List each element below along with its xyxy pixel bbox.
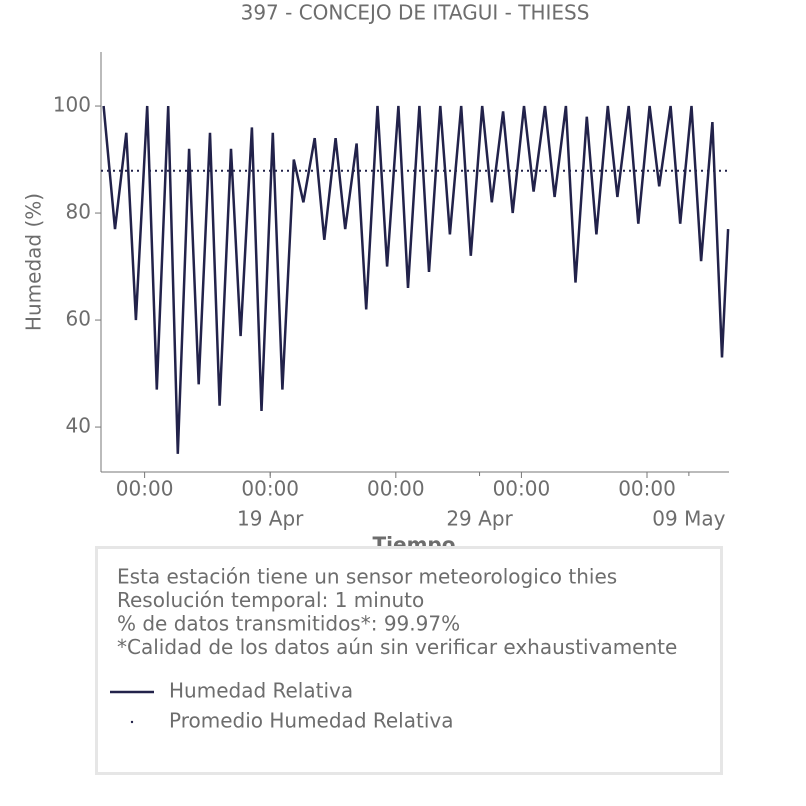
y-tick-label: 80	[66, 200, 91, 224]
x-tick-label-date: 19 Apr	[237, 507, 304, 531]
x-tick-label: 00:00	[618, 477, 676, 501]
y-tick-label: 60	[66, 307, 91, 331]
y-axis-label: Humedad (%)	[22, 193, 46, 331]
info-text: Resolución temporal: 1 minuto	[117, 588, 424, 612]
info-box	[95, 546, 723, 775]
humidity-line	[102, 105, 730, 454]
y-tick-label: 40	[66, 414, 91, 438]
x-tick-label: 00:00	[367, 477, 425, 501]
info-text: % de datos transmitidos*: 99.97%	[117, 612, 460, 636]
info-text: *Calidad de los datos aún sin verificar …	[117, 635, 677, 659]
chart-title: 397 - CONCEJO DE ITAGUI - THIESS	[241, 1, 590, 25]
x-tick-label-date: 29 Apr	[446, 507, 513, 531]
y-tick-label: 100	[53, 93, 91, 117]
legend-label: Humedad Relativa	[169, 679, 353, 703]
x-tick-label-date: 09 May	[652, 507, 725, 531]
x-tick-label: 00:00	[493, 477, 551, 501]
x-tick-label: 00:00	[116, 477, 174, 501]
info-text: Esta estación tiene un sensor meteorolog…	[117, 565, 617, 589]
legend-label: Promedio Humedad Relativa	[169, 709, 453, 733]
legend-marker	[130, 720, 134, 724]
x-tick-label: 00:00	[241, 477, 299, 501]
